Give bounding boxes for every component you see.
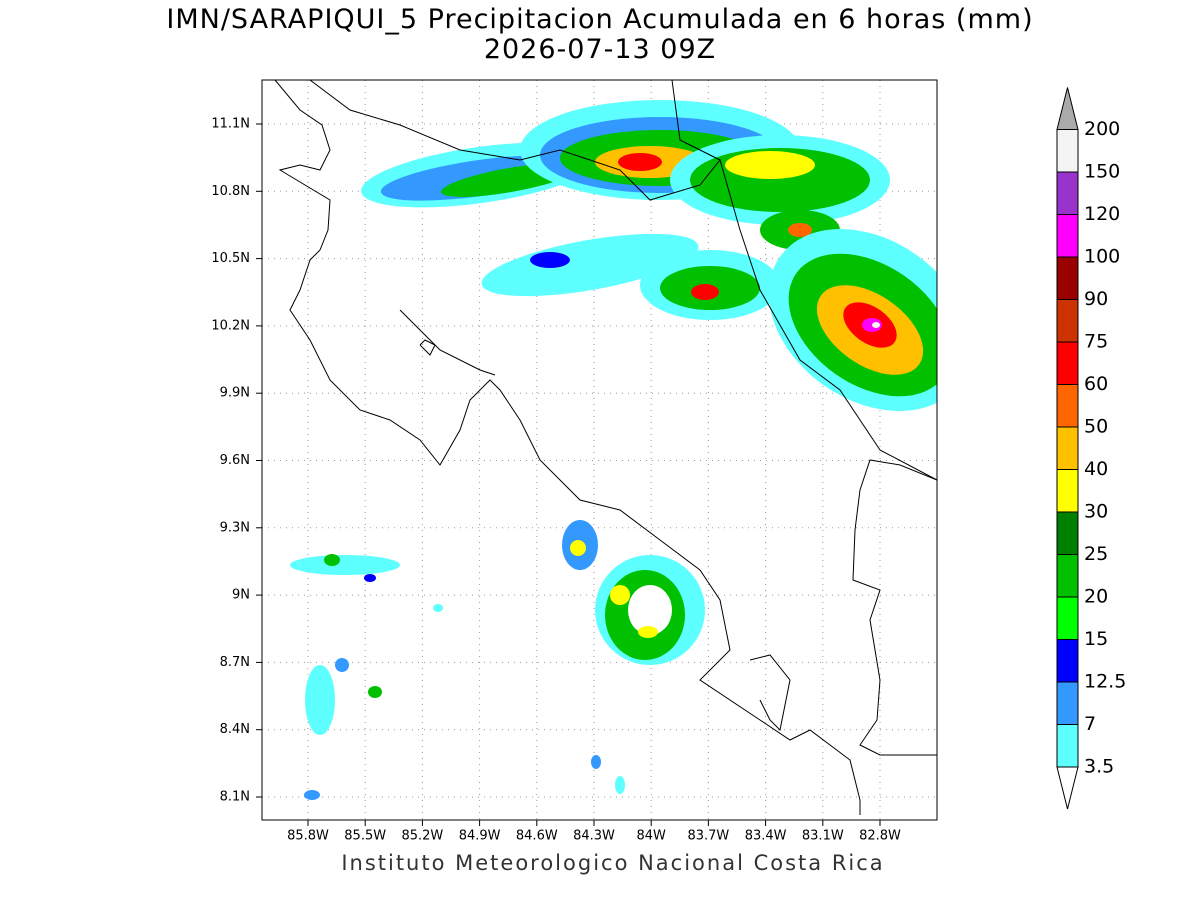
colorbar-label: 150 bbox=[1084, 161, 1120, 183]
color-swatch bbox=[1056, 214, 1079, 258]
lat-label: 9.9N bbox=[220, 386, 250, 401]
colorbar-label: 75 bbox=[1084, 331, 1108, 353]
under-triangle bbox=[1056, 766, 1079, 810]
colorbar-label: 15 bbox=[1084, 628, 1108, 650]
color-swatch bbox=[1056, 299, 1079, 343]
color-swatch bbox=[1056, 554, 1079, 598]
lat-label: 8.4N bbox=[220, 722, 250, 737]
colorbar-label: 100 bbox=[1084, 246, 1120, 268]
color-swatch bbox=[1056, 511, 1079, 555]
colorbar-label: 120 bbox=[1084, 203, 1120, 225]
color-swatch bbox=[1056, 256, 1079, 300]
lat-label: 10.8N bbox=[211, 184, 250, 199]
colorbar-label: 25 bbox=[1084, 543, 1108, 565]
lon-label: 84.6W bbox=[516, 829, 558, 844]
lat-label: 8.7N bbox=[220, 655, 250, 670]
colorbar-label: 200 bbox=[1084, 118, 1120, 140]
coastlines bbox=[274, 80, 937, 815]
lon-label: 85.2W bbox=[401, 829, 443, 844]
footer: Instituto Meteorologico Nacional Costa R… bbox=[341, 851, 884, 875]
color-swatch bbox=[1056, 341, 1079, 385]
colorbar-label: 30 bbox=[1084, 501, 1108, 523]
lon-label: 85.5W bbox=[344, 829, 386, 844]
colorbar-label: 40 bbox=[1084, 458, 1108, 480]
lat-label: 10.5N bbox=[211, 251, 250, 266]
colorbar-label: 50 bbox=[1084, 416, 1108, 438]
colorbar-label: 3.5 bbox=[1084, 756, 1114, 778]
grid: 11.1N 10.8N 10.5N 10.2N 9.9N 9.6N 9.3N 9N 8.7N 8.… bbox=[211, 80, 937, 844]
lat-label: 9.3N bbox=[220, 520, 250, 535]
lat-label: 11.1N bbox=[211, 117, 250, 132]
color-swatch bbox=[1056, 596, 1079, 640]
colorbar: 3.5 7 12.5 15 20 25 30 40 50 60 75 90 100 120 150 200 bbox=[1056, 87, 1126, 810]
color-swatch bbox=[1056, 639, 1079, 683]
lon-label: 84W bbox=[636, 829, 666, 844]
colorbar-label: 90 bbox=[1084, 288, 1108, 310]
lon-label: 85.8W bbox=[287, 829, 329, 844]
over-triangle bbox=[1056, 87, 1079, 130]
color-swatch bbox=[1056, 129, 1079, 173]
lon-label: 82.8W bbox=[859, 829, 901, 844]
lon-label: 83.4W bbox=[745, 829, 787, 844]
color-swatch bbox=[1056, 384, 1079, 428]
lat-label: 10.2N bbox=[211, 318, 250, 333]
lon-label: 84.3W bbox=[573, 829, 615, 844]
colorbar-label: 12.5 bbox=[1084, 671, 1126, 693]
subtitle: 2026-07-13 09Z bbox=[484, 34, 716, 65]
precipitation-field bbox=[290, 100, 937, 800]
colorbar-label: 7 bbox=[1084, 713, 1096, 735]
color-swatch bbox=[1056, 469, 1079, 513]
lon-label: 83.1W bbox=[802, 829, 844, 844]
title: IMN/SARAPIQUI_5 Precipitacion Acumulada … bbox=[166, 4, 1033, 35]
lat-label: 9N bbox=[232, 588, 250, 603]
color-swatch bbox=[1056, 724, 1079, 768]
map-frame bbox=[261, 79, 938, 821]
color-swatch bbox=[1056, 426, 1079, 470]
lon-label: 83.7W bbox=[687, 829, 729, 844]
lon-label: 84.9W bbox=[459, 829, 501, 844]
color-swatch bbox=[1056, 681, 1079, 725]
colorbar-label: 60 bbox=[1084, 373, 1108, 395]
color-swatch bbox=[1056, 171, 1079, 215]
lat-label: 9.6N bbox=[220, 453, 250, 468]
lat-label: 8.1N bbox=[220, 790, 250, 805]
colorbar-label: 20 bbox=[1084, 586, 1108, 608]
